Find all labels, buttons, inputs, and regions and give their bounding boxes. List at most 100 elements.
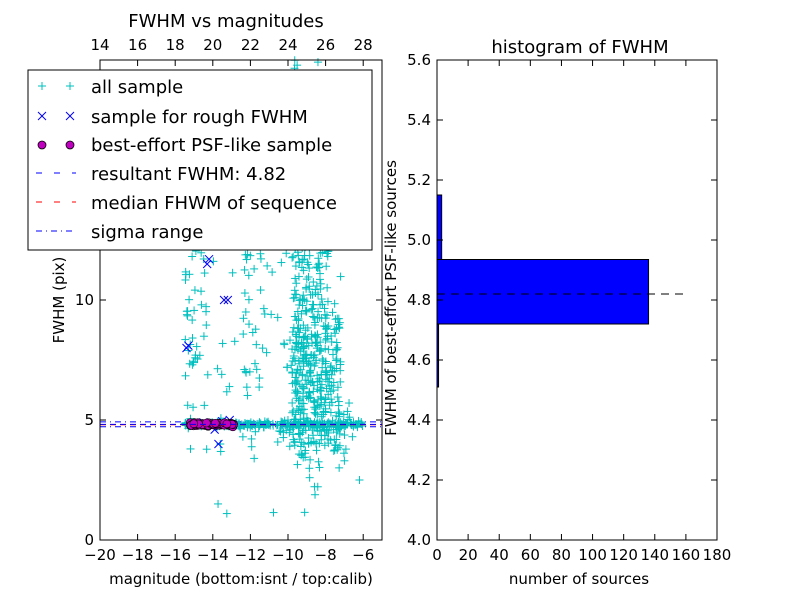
all-sample-point [200,401,209,410]
hist-y-tick-label: 4.6 [407,351,431,369]
all-sample-point [317,295,326,304]
all-sample-point [339,410,348,419]
all-sample-point [312,403,321,412]
all-sample-point [315,377,324,386]
all-sample-point [317,387,326,396]
all-sample-point [331,315,340,324]
all-sample-point [277,258,286,267]
all-sample-point [288,408,297,417]
all-sample-point [288,345,297,354]
all-sample-point [320,304,329,313]
all-sample-point [295,394,304,403]
all-sample-point [316,383,325,392]
rough-fwhm-point [223,295,233,305]
all-sample-point [243,391,252,400]
all-sample-point [295,300,304,309]
all-sample-point [259,304,268,313]
all-sample-point [244,271,253,280]
legend-marker-circle [37,140,75,150]
all-sample-point [279,433,288,442]
all-sample-point [248,328,257,337]
all-sample-point [262,348,271,357]
all-sample-point [292,369,301,378]
all-sample-point [309,381,318,390]
all-sample-point [309,387,318,396]
all-sample-point [286,425,295,434]
scatter-y-ticks: 0 5 10 [75,291,382,549]
all-sample-point [323,283,332,292]
hist-x-tick-label: 140 [640,546,669,564]
all-sample-point [348,432,357,441]
all-sample-point [302,275,311,284]
all-sample-point [241,307,250,316]
all-sample-point [239,314,248,323]
all-sample-point [303,417,312,426]
all-sample-point [327,361,336,370]
all-sample-point [251,427,260,436]
all-sample-point [214,499,223,508]
all-sample-point [321,431,330,440]
all-sample-point [298,255,307,264]
all-sample-point [304,260,313,269]
all-sample-point [317,370,326,379]
all-sample-point [341,445,350,454]
all-sample-point [252,340,261,349]
all-sample-point [297,338,306,347]
all-sample-point [330,299,339,308]
all-sample-point [318,300,327,309]
all-sample-point [323,311,332,320]
all-sample-point [202,445,211,454]
all-sample-point [315,275,324,284]
rough-fwhm-point [214,439,223,449]
point-diag-b [223,295,233,305]
all-sample-point [333,393,342,402]
all-sample-point [313,385,322,394]
all-sample-point [272,421,281,430]
all-sample-point [189,357,198,366]
all-sample-point [301,306,310,315]
legend-entry-median: median FHWM of sequence [36,193,337,214]
all-sample-point [197,287,206,296]
all-sample-point [305,368,314,377]
all-sample-point [299,333,308,342]
rough-fwhm-point [219,295,229,305]
all-sample-point [299,399,308,408]
all-sample-point [305,356,314,365]
all-sample-point [336,377,345,386]
scatter-panel: FWHM vs magnitudes −20 −18 −16 −14 −12 −10 −8−… [27,11,383,588]
x-tick-label: −20 [84,546,116,564]
all-sample-point [248,421,257,430]
all-sample-point [313,371,322,380]
all-sample-point [299,409,308,418]
all-sample-point [311,332,320,341]
all-sample-point [242,383,251,392]
all-sample-point [314,254,323,263]
all-sample-point [299,453,308,462]
all-sample-point [186,444,195,453]
point-diag-b [214,439,223,449]
all-sample-point [321,368,330,377]
all-sample-point [268,268,277,277]
point-diag-b [219,295,229,305]
all-sample-point [332,435,341,444]
all-sample-point [327,395,336,404]
all-sample-point [304,421,313,430]
all-sample-point [306,455,315,464]
all-sample-point [287,361,296,370]
all-sample-point [321,329,330,338]
hist-x-tick-label: 20 [459,546,478,564]
all-sample-point [239,330,248,339]
all-sample-point [335,441,344,450]
legend-marker-x [37,111,75,121]
all-sample-point [333,383,342,392]
scatter-y-label: FWHM (pix) [50,257,68,344]
all-sample-point [309,431,318,440]
all-sample-point [332,356,341,365]
all-sample-point [300,508,309,517]
hist-x-tick-label: 80 [552,546,571,564]
histogram-bar [436,194,443,260]
all-sample-point [289,323,298,332]
all-sample-point [313,263,322,272]
all-sample-point [323,297,332,306]
all-sample-point [275,426,284,435]
